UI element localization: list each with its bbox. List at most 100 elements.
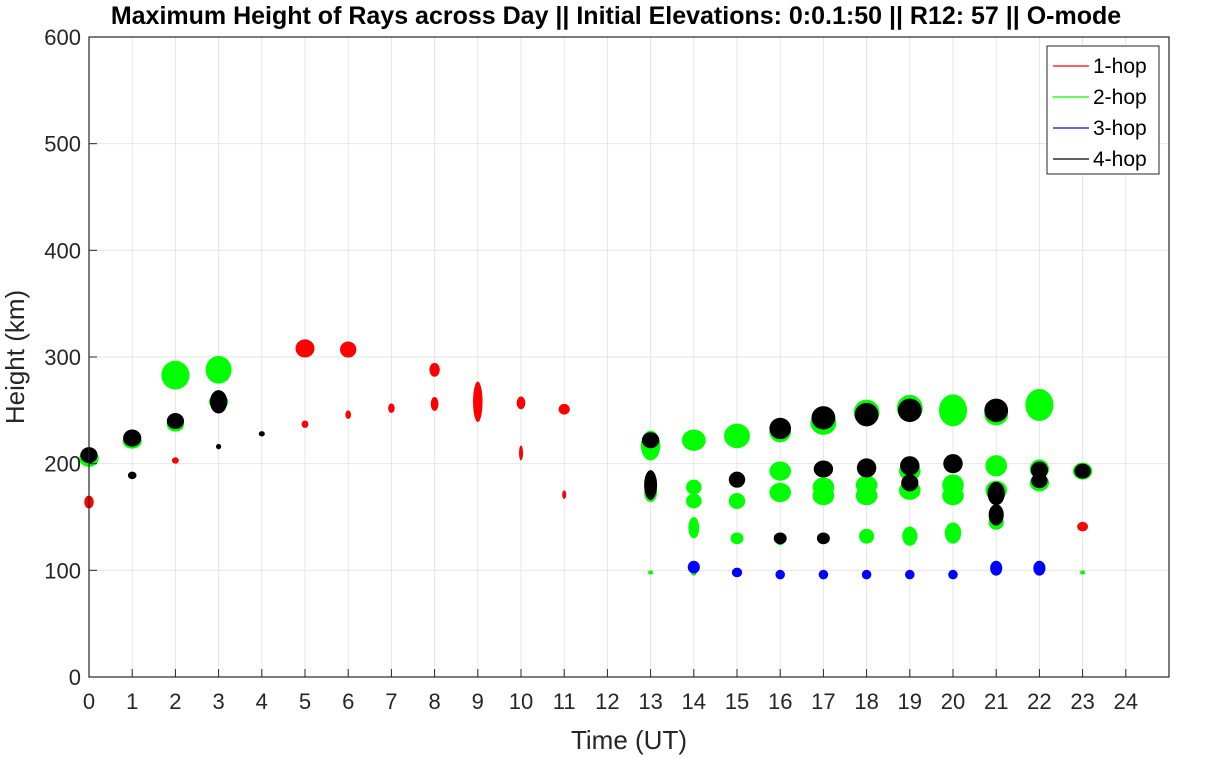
- data-point-4-hop: [854, 402, 879, 427]
- data-point-1-hop: [516, 396, 526, 410]
- data-point-4-hop: [258, 431, 265, 437]
- data-point-1-hop: [301, 420, 309, 428]
- data-point-2-hop: [1080, 570, 1086, 575]
- data-point-3-hop: [948, 569, 958, 580]
- y-tick-label: 500: [44, 132, 81, 157]
- x-tick-label: 22: [1027, 689, 1051, 714]
- data-point-2-hop: [812, 486, 835, 506]
- data-point-2-hop: [688, 517, 700, 539]
- data-point-1-hop: [1077, 521, 1088, 532]
- grid-lines: [88, 36, 1169, 678]
- data-point-1-hop: [473, 381, 483, 423]
- data-point-4-hop: [1074, 463, 1091, 479]
- data-point-2-hop: [724, 423, 750, 449]
- y-tick-label: 200: [44, 452, 81, 477]
- x-tick-label: 12: [595, 689, 619, 714]
- legend-label: 1-hop: [1093, 55, 1147, 78]
- x-tick-label: 9: [472, 689, 484, 714]
- data-point-4-hop: [641, 432, 660, 449]
- data-point-2-hop: [942, 486, 964, 506]
- legend-box: [1046, 45, 1160, 175]
- x-tick-label: 11: [553, 689, 576, 714]
- data-point-2-hop: [902, 526, 918, 546]
- data-point-4-hop: [644, 470, 658, 500]
- data-point-2-hop: [985, 455, 1007, 477]
- data-point-2-hop: [938, 394, 968, 427]
- data-point-3-hop: [818, 569, 829, 580]
- data-point-2-hop: [730, 532, 744, 545]
- data-point-4-hop: [813, 460, 834, 478]
- data-point-4-hop: [984, 398, 1009, 423]
- y-tick-label: 400: [44, 238, 81, 263]
- data-point-1-hop: [345, 410, 352, 419]
- data-point-4-hop: [897, 398, 922, 423]
- data-point-3-hop: [1033, 560, 1046, 576]
- x-tick-label: 16: [768, 689, 792, 714]
- y-tick-label: 600: [44, 25, 81, 50]
- data-point-1-hop: [388, 403, 395, 414]
- x-axis-label: Time (UT): [571, 725, 687, 755]
- x-tick-label: 13: [638, 689, 662, 714]
- legend-label: 2-hop: [1093, 86, 1147, 109]
- data-point-4-hop: [216, 443, 222, 450]
- data-point-4-hop: [811, 406, 836, 430]
- data-point-2-hop: [686, 493, 702, 509]
- data-point-4-hop: [123, 429, 142, 447]
- data-point-1-hop: [339, 341, 357, 358]
- data-point-4-hop: [988, 504, 1004, 526]
- data-point-4-hop: [900, 456, 920, 476]
- x-tick-label: 19: [898, 689, 922, 714]
- data-point-2-hop: [855, 486, 878, 506]
- data-point-4-hop: [901, 474, 919, 492]
- legend-label: 3-hop: [1093, 117, 1147, 140]
- data-point-1-hop: [558, 403, 570, 415]
- data-point-4-hop: [943, 454, 963, 474]
- data-point-2-hop: [728, 493, 746, 509]
- legend: 1-hop 2-hop 3-hop 4-hop: [1046, 45, 1160, 175]
- x-tick-label: 6: [342, 689, 354, 714]
- x-tick-label: 2: [169, 689, 181, 714]
- data-point-4-hop: [856, 458, 877, 478]
- y-tick-label: 100: [44, 558, 81, 583]
- data-point-2-hop: [686, 479, 702, 495]
- data-point-4-hop: [1031, 473, 1048, 489]
- data-point-4-hop: [209, 390, 228, 414]
- x-tick-label: 14: [682, 689, 706, 714]
- chart-title: Maximum Height of Rays across Day || Ini…: [111, 2, 1121, 30]
- data-point-4-hop: [728, 471, 746, 488]
- y-axis-ticks: 0 100 200 300 400 500 600: [44, 25, 97, 690]
- data-point-4-hop: [166, 413, 185, 429]
- data-point-4-hop: [127, 471, 137, 480]
- data-point-2-hop: [161, 360, 190, 390]
- data-point-4-hop: [1030, 461, 1049, 479]
- data-point-4-hop: [773, 532, 787, 545]
- data-point-1-hop: [171, 457, 179, 464]
- x-tick-label: 24: [1114, 689, 1138, 714]
- data-point-3-hop: [731, 567, 743, 578]
- data-point-3-hop: [775, 569, 785, 580]
- data-point-2-hop: [859, 528, 875, 544]
- data-point-3-hop: [687, 560, 700, 574]
- data-point-3-hop: [905, 569, 915, 580]
- x-axis-ticks: 0 1 2 3 4 5 6 7 8 9 10 11 12 13 14 15 16 17 18 19 20 21 22 23 24: [83, 669, 1138, 714]
- data-point-1-hop: [430, 397, 439, 411]
- x-tick-label: 1: [126, 689, 138, 714]
- x-tick-label: 5: [299, 689, 311, 714]
- x-tick-label: 20: [941, 689, 965, 714]
- data-point-2-hop: [1025, 389, 1054, 421]
- data-point-4-hop: [987, 481, 1005, 506]
- x-tick-label: 23: [1070, 689, 1094, 714]
- y-tick-label: 300: [44, 345, 81, 370]
- data-point-2-hop: [681, 429, 706, 451]
- data-point-2-hop: [205, 355, 232, 384]
- plot-area: [79, 339, 1093, 580]
- data-point-1-hop: [295, 339, 315, 358]
- x-tick-label: 17: [811, 689, 835, 714]
- data-point-3-hop: [861, 569, 872, 580]
- x-tick-label: 0: [83, 689, 95, 714]
- data-point-2-hop: [769, 461, 791, 481]
- data-point-3-hop: [990, 560, 1003, 576]
- data-point-1-hop: [429, 362, 440, 377]
- x-tick-label: 10: [509, 689, 533, 714]
